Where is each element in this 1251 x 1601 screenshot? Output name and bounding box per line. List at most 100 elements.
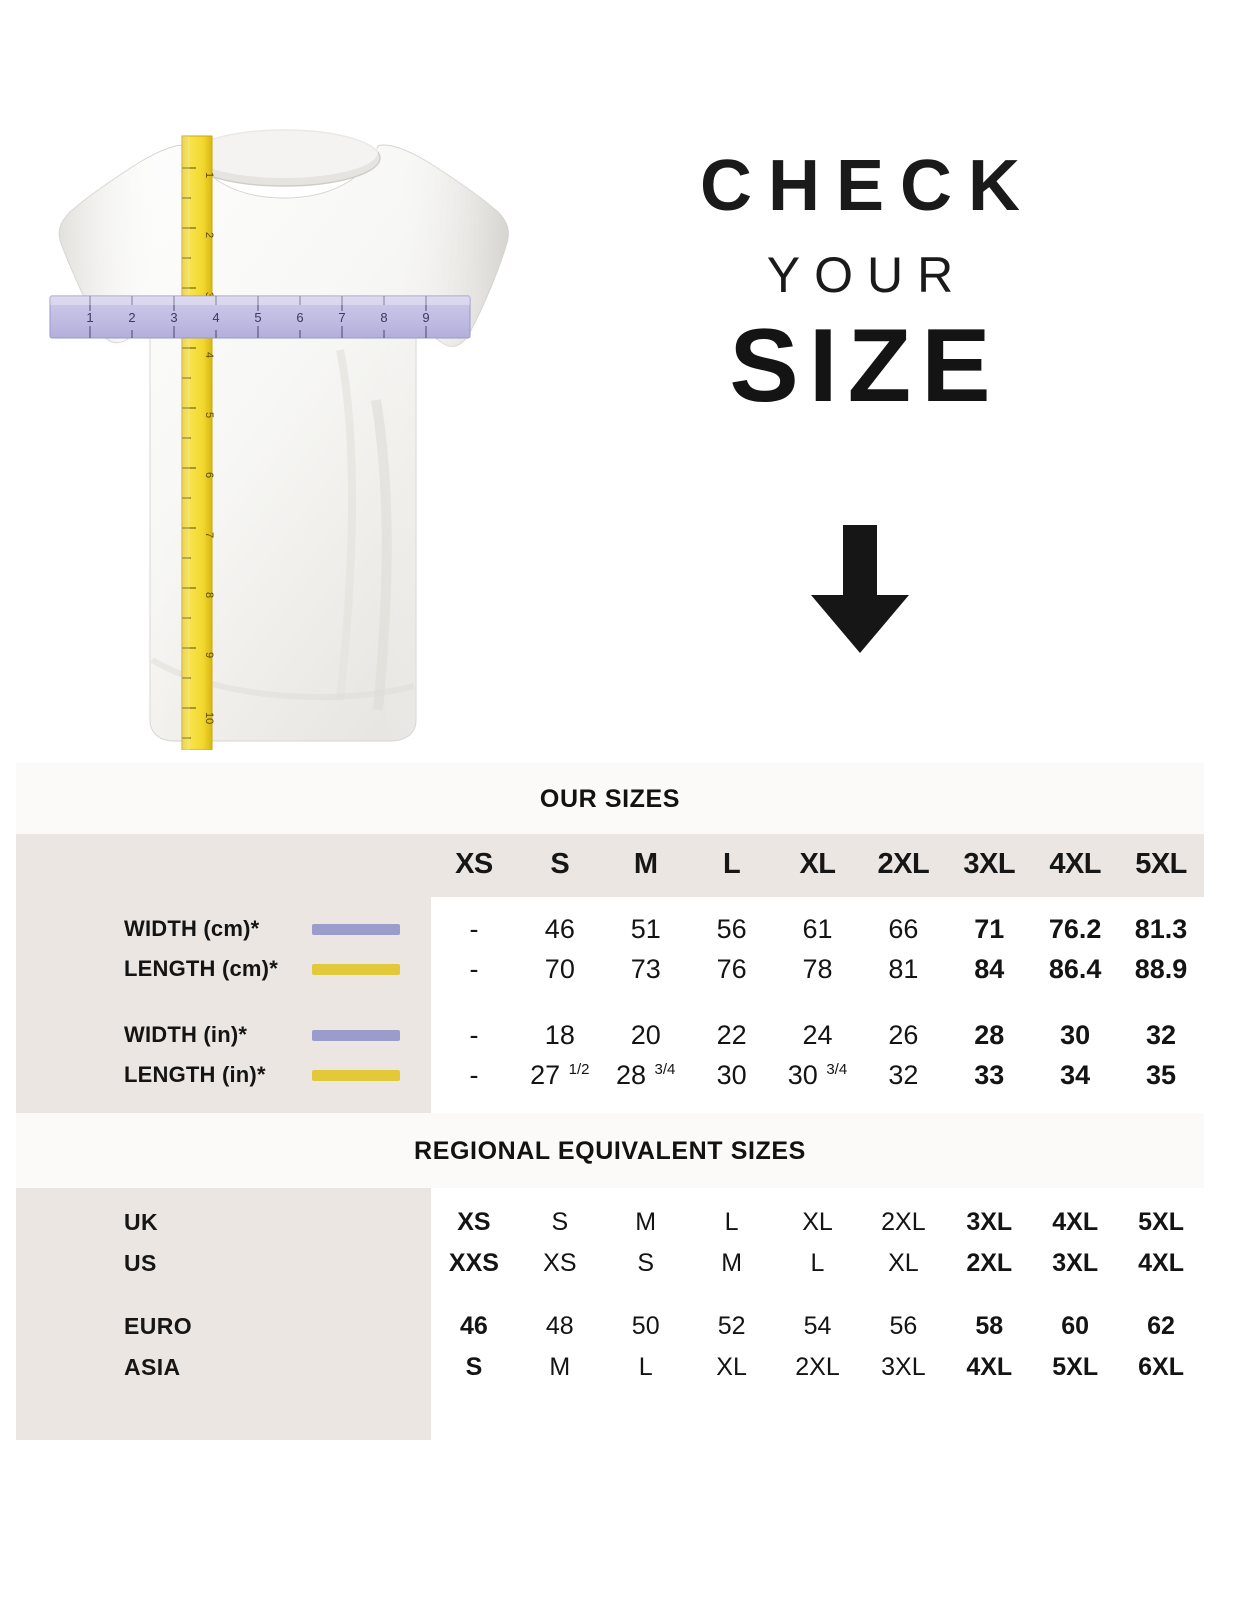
headline-line-size: SIZE — [729, 308, 1001, 424]
svg-text:8: 8 — [380, 310, 387, 325]
size-header-row: XS S M L XL 2XL 3XL 4XL 5XL — [16, 834, 1204, 897]
measurement-label-text: WIDTH (in)* — [124, 1022, 248, 1047]
measurement-cell: 30 3/4 — [787, 1059, 848, 1090]
measurement-cell: 86.4 — [1048, 953, 1102, 984]
regional-row-values: S M L XL 2XL 3XL 4XL 5XL 6XL — [431, 1347, 1204, 1388]
headline-line-your: YOUR — [766, 247, 968, 303]
measurement-row-values: - 18 20 22 24 26 28 30 32 — [431, 1015, 1204, 1055]
measurement-cell: 71 — [974, 913, 1005, 944]
regional-row-label: EURO — [124, 1313, 193, 1339]
regional-cell: L — [638, 1353, 653, 1381]
svg-text:5: 5 — [203, 412, 215, 418]
regional-cell: S — [465, 1353, 483, 1381]
svg-text:7: 7 — [203, 532, 215, 538]
regional-cell: 2XL — [966, 1249, 1013, 1277]
measurement-cell: 20 — [630, 1019, 661, 1050]
measurement-row-label: WIDTH (in)* — [16, 1015, 431, 1055]
regional-cell: 58 — [975, 1312, 1004, 1340]
measurement-cell: 33 — [974, 1059, 1005, 1090]
measurement-cell: 88.9 — [1134, 953, 1188, 984]
measurement-row-values: - 27 1/2 28 3/4 30 30 3/4 32 33 34 35 — [431, 1055, 1204, 1095]
svg-text:5: 5 — [254, 310, 261, 325]
regional-cell: 4XL — [966, 1353, 1013, 1381]
svg-text:2: 2 — [128, 310, 135, 325]
regional-cell: XL — [716, 1353, 747, 1381]
regional-cell: 46 — [460, 1312, 488, 1340]
measurement-label-text: LENGTH (in)* — [124, 1062, 266, 1087]
measurement-cell: 30 — [716, 1059, 747, 1090]
measurement-cell: 84 — [974, 953, 1005, 984]
measurement-cell: 76.2 — [1048, 913, 1102, 944]
regional-row-values: XXS XS S M L XL 2XL 3XL 4XL — [431, 1243, 1204, 1284]
regional-cell: 5XL — [1052, 1353, 1099, 1381]
horizontal-ruler: 1 2 3 4 5 6 7 8 9 — [49, 295, 471, 339]
svg-text:1: 1 — [203, 172, 215, 178]
regional-cell: 6XL — [1138, 1353, 1184, 1381]
measurement-cell: 26 — [888, 1019, 919, 1050]
regional-cell: 50 — [631, 1312, 660, 1340]
tshirt-illustration: 1 2 3 4 5 6 7 8 9 10 — [40, 100, 520, 750]
regional-cell: 52 — [717, 1312, 746, 1340]
measurement-cell: - — [469, 1019, 479, 1050]
width-swatch-icon — [312, 1029, 400, 1041]
svg-text:10: 10 — [203, 712, 215, 724]
regional-cell: 3XL — [881, 1353, 926, 1381]
measurement-cell: 24 — [802, 1019, 833, 1050]
regional-cell: M — [721, 1249, 743, 1277]
measurement-row-label: LENGTH (cm)* — [16, 949, 431, 989]
measurement-cell: 81.3 — [1134, 913, 1188, 944]
size-header-cells: XS S M L XL 2XL 3XL 4XL 5XL — [431, 834, 1204, 897]
regional-values-column: XS S M L XL 2XL 3XL 4XL 5XL XXS XS S M L XL 2XL 3XL 4XL 46… — [431, 1188, 1204, 1440]
svg-text:2: 2 — [203, 232, 215, 238]
regional-cell: L — [724, 1208, 739, 1236]
size-column-header: S — [550, 848, 570, 880]
hero-section: 1 2 3 4 5 6 7 8 9 10 — [0, 0, 1251, 765]
regional-cell: 60 — [1061, 1312, 1090, 1340]
size-header-spacer — [16, 834, 431, 897]
vertical-measuring-tape: 1 2 3 4 5 6 7 8 9 10 — [181, 135, 215, 750]
regional-row-label: ASIA — [124, 1354, 181, 1380]
measurement-cell: 34 — [1060, 1059, 1091, 1090]
measurement-cell: 51 — [630, 913, 661, 944]
svg-text:9: 9 — [203, 652, 215, 658]
measurement-cell: 18 — [544, 1019, 575, 1050]
regional-cell: 2XL — [881, 1208, 926, 1236]
svg-text:4: 4 — [212, 310, 219, 325]
measurement-cell: 28 3/4 — [616, 1059, 676, 1090]
measurement-cell: 28 — [974, 1019, 1005, 1050]
regional-cell: 5XL — [1138, 1208, 1184, 1236]
regional-cell: 56 — [889, 1312, 918, 1340]
measurement-cell: 56 — [716, 913, 747, 944]
regional-row-values: 46 48 50 52 54 56 58 60 62 — [431, 1306, 1204, 1347]
our-sizes-title: OUR SIZES — [16, 763, 1204, 834]
measurement-cell: 35 — [1146, 1059, 1177, 1090]
regional-row-values: XS S M L XL 2XL 3XL 4XL 5XL — [431, 1202, 1204, 1243]
size-column-header: L — [722, 848, 741, 880]
measurement-label-text: LENGTH (cm)* — [124, 956, 278, 981]
regional-sizes-title: REGIONAL EQUIVALENT SIZES — [16, 1113, 1204, 1188]
svg-text:3: 3 — [170, 310, 177, 325]
measurement-cell: 46 — [544, 913, 575, 944]
svg-text:8: 8 — [203, 592, 215, 598]
regional-cell: 3XL — [966, 1208, 1013, 1236]
size-column-header: 3XL — [963, 848, 1016, 880]
regional-cell: XXS — [448, 1249, 499, 1277]
headline-block: CHECK YOUR SIZE — [620, 150, 1100, 418]
width-swatch-icon — [312, 923, 400, 935]
size-column-header: 5XL — [1135, 848, 1187, 880]
regional-cell: XL — [802, 1208, 833, 1236]
measurement-cell: - — [469, 953, 479, 984]
svg-text:4: 4 — [203, 352, 215, 358]
svg-text:6: 6 — [296, 310, 303, 325]
measurement-cell: 22 — [716, 1019, 747, 1050]
regional-cell: M — [635, 1208, 657, 1236]
regional-row-label: US — [124, 1250, 157, 1276]
measurements-block: WIDTH (cm)* LENGTH (cm)* WIDTH (in)* LENGTH… — [16, 897, 1204, 1113]
size-column-header: XL — [799, 848, 836, 880]
down-arrow-wrap — [620, 525, 1100, 655]
size-chart-card: OUR SIZES XS S M L XL 2XL 3XL 4XL 5XL WIDTH (cm)… — [16, 763, 1204, 1440]
measurement-cell: 76 — [716, 953, 747, 984]
measurement-cell: 73 — [630, 953, 661, 984]
measurement-cell: 32 — [888, 1059, 919, 1090]
measurement-row-label: WIDTH (cm)* — [16, 909, 431, 949]
